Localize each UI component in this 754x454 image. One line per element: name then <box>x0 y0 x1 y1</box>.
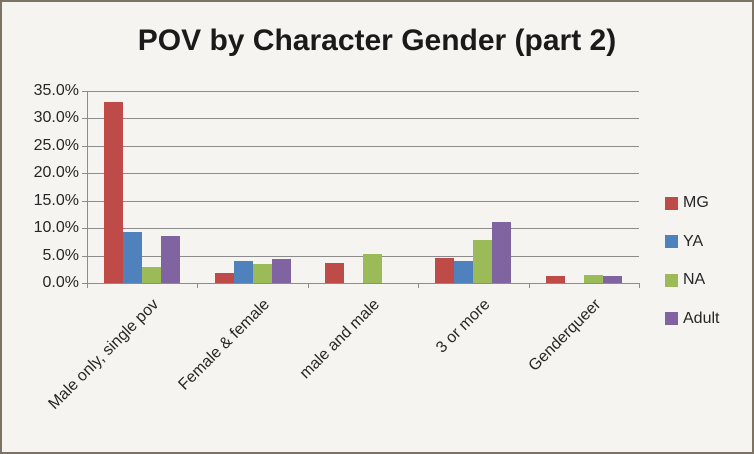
legend-item-ya: YA <box>665 232 704 250</box>
y-axis-tick <box>82 145 87 147</box>
bar-mg-0 <box>104 101 124 283</box>
x-axis-label-0: Male only, single pov <box>45 296 163 413</box>
gridline <box>87 118 639 120</box>
y-axis-tick <box>82 173 87 175</box>
y-axis-label: 30.0% <box>33 109 79 127</box>
x-axis-label-1: Female & female <box>175 296 273 394</box>
y-axis-label: 0.0% <box>42 274 79 291</box>
y-axis-tick <box>82 283 87 284</box>
y-axis-label: 25.0% <box>33 136 79 154</box>
legend-item-adult: Adult <box>665 309 720 327</box>
chart-title: POV by Character Gender (part 2) <box>137 24 617 57</box>
legend-label-na: NA <box>683 271 706 288</box>
legend-label-mg: MG <box>683 194 709 211</box>
bar-mg-1 <box>214 272 234 283</box>
x-axis-tick <box>307 283 309 288</box>
x-axis-tick <box>528 283 530 288</box>
y-axis-tick <box>82 228 87 230</box>
legend-swatch-na <box>665 273 678 287</box>
y-axis-label: 5.0% <box>42 246 79 264</box>
y-axis-line <box>87 91 88 283</box>
bar-adult-1 <box>271 258 291 283</box>
x-axis-tick <box>418 283 420 288</box>
x-axis-tick <box>87 283 88 288</box>
bar-na-0 <box>142 266 162 283</box>
bar-na-1 <box>252 264 272 283</box>
x-axis-label-4: Genderqueer <box>525 296 604 375</box>
legend-item-na: NA <box>665 272 705 288</box>
bar-mg-3 <box>435 258 455 283</box>
bar-mg-4 <box>545 276 565 283</box>
y-axis-tick <box>82 255 87 257</box>
bar-adult-3 <box>492 222 512 283</box>
gridline <box>87 200 639 202</box>
gridline <box>87 173 639 175</box>
legend-swatch-mg <box>665 196 678 210</box>
gridline <box>87 228 639 230</box>
y-axis-label: 10.0% <box>33 219 79 237</box>
bar-adult-4 <box>602 275 622 283</box>
y-axis-tick <box>82 118 87 120</box>
bar-ya-1 <box>233 261 253 283</box>
x-axis-line <box>87 283 639 284</box>
bar-adult-0 <box>161 235 181 283</box>
legend-swatch-ya <box>665 235 678 248</box>
gridline <box>87 145 639 147</box>
x-axis-tick <box>639 283 640 288</box>
y-axis-tick <box>82 91 87 92</box>
bar-ya-3 <box>454 260 474 283</box>
y-axis-label: 15.0% <box>33 191 79 209</box>
bar-na-3 <box>473 240 493 283</box>
legend-label-adult: Adult <box>683 309 720 327</box>
x-axis-label-3: 3 or more <box>432 296 494 357</box>
gridline <box>87 91 639 92</box>
x-axis-label-2: male and male <box>296 296 384 383</box>
bar-ya-0 <box>123 231 143 283</box>
y-axis-label: 20.0% <box>33 164 79 182</box>
y-axis-label: 35.0% <box>33 82 79 99</box>
bar-na-2 <box>363 253 382 283</box>
y-axis-tick <box>82 200 87 202</box>
legend-label-ya: YA <box>683 232 704 250</box>
legend-swatch-adult <box>665 312 678 325</box>
bar-na-4 <box>583 274 603 283</box>
x-axis-tick <box>197 283 199 288</box>
bar-mg-2 <box>325 262 344 283</box>
legend-item-mg: MG <box>665 195 709 211</box>
